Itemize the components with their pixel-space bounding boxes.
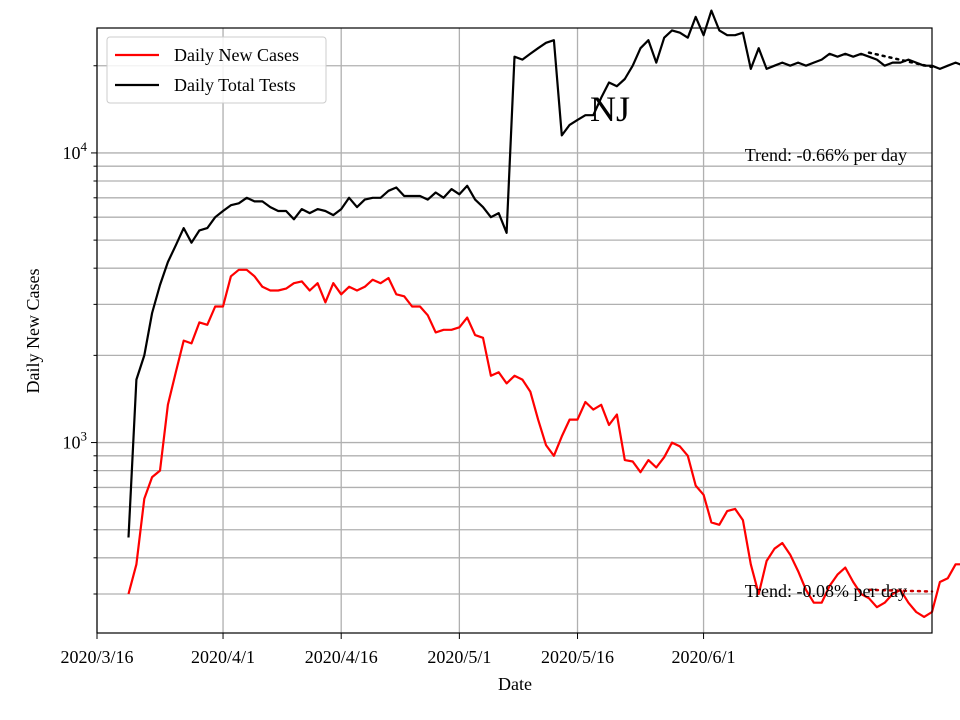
trend-label-cases: Trend: -0.08% per day xyxy=(745,581,907,601)
x-tick-label: 2020/5/1 xyxy=(427,647,491,667)
y-tick-label: 104 xyxy=(63,139,88,163)
x-tick-label: 2020/5/16 xyxy=(541,647,614,667)
plot-frame xyxy=(96,27,933,634)
legend-label-tests: Daily Total Tests xyxy=(174,75,296,95)
state-label: NJ xyxy=(590,89,630,129)
x-axis-label: Date xyxy=(498,674,532,694)
series-line-tests xyxy=(127,9,960,538)
legend: Daily New Cases Daily Total Tests xyxy=(106,36,327,104)
y-tick-label: 103 xyxy=(63,429,88,453)
series-line-cases xyxy=(127,268,960,619)
trend-label-tests: Trend: -0.66% per day xyxy=(745,145,907,165)
legend-box xyxy=(106,36,327,104)
grid xyxy=(96,28,932,633)
x-tick-label: 2020/3/16 xyxy=(60,647,133,667)
axis-ticks: 2020/3/16 2020/4/1 2020/4/16 2020/5/1 2020/5… xyxy=(60,65,736,667)
x-tick-label: 2020/6/1 xyxy=(672,647,736,667)
legend-label-cases: Daily New Cases xyxy=(174,45,299,65)
x-tick-label: 2020/4/1 xyxy=(191,647,255,667)
trend-lines xyxy=(867,51,934,593)
series-lines xyxy=(127,9,960,619)
x-tick-label: 2020/4/16 xyxy=(305,647,378,667)
y-axis-label: Daily New Cases xyxy=(23,269,43,394)
